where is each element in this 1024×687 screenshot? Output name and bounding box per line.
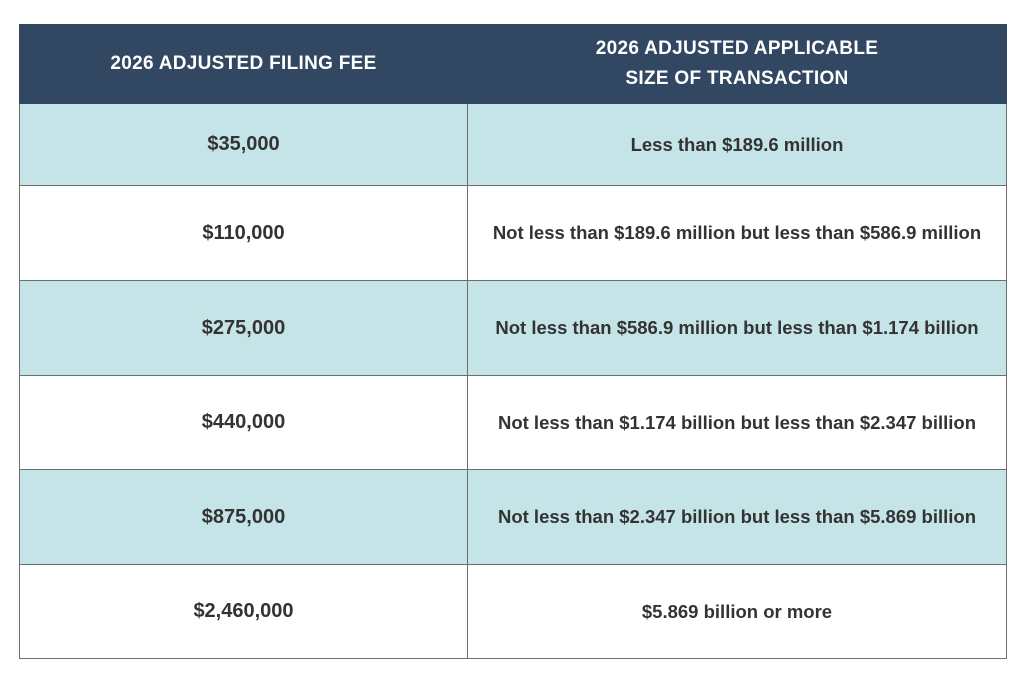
transaction-size-cell: Less than $189.6 million <box>467 103 1007 186</box>
transaction-size-cell: Not less than $189.6 million but less th… <box>467 185 1007 281</box>
table-header-row: 2026 ADJUSTED FILING FEE 2026 ADJUSTED A… <box>19 24 1007 104</box>
table-row: $275,000 Not less than $586.9 million bu… <box>19 280 1007 376</box>
fee-cell: $440,000 <box>19 375 468 470</box>
header-filing-fee: 2026 ADJUSTED FILING FEE <box>19 24 468 104</box>
header-transaction-size-line2: SIZE OF TRANSACTION <box>625 68 849 89</box>
table-row: $2,460,000 $5.869 billion or more <box>19 564 1007 659</box>
fee-cell: $875,000 <box>19 469 468 565</box>
header-transaction-size: 2026 ADJUSTED APPLICABLE SIZE OF TRANSAC… <box>467 24 1007 104</box>
table-row: $875,000 Not less than $2.347 billion bu… <box>19 469 1007 565</box>
transaction-size-cell: Not less than $586.9 million but less th… <box>467 280 1007 376</box>
fee-cell: $2,460,000 <box>19 564 468 659</box>
fee-cell: $35,000 <box>19 103 468 186</box>
header-transaction-size-line1: 2026 ADJUSTED APPLICABLE <box>595 38 879 59</box>
fee-cell: $275,000 <box>19 280 468 376</box>
filing-fee-table: 2026 ADJUSTED FILING FEE 2026 ADJUSTED A… <box>19 24 1007 659</box>
header-filing-fee-label: 2026 ADJUSTED FILING FEE <box>110 53 377 74</box>
table-row: $110,000 Not less than $189.6 million bu… <box>19 185 1007 281</box>
table-row: $35,000 Less than $189.6 million <box>19 103 1007 186</box>
transaction-size-cell: Not less than $2.347 billion but less th… <box>467 469 1007 565</box>
table-row: $440,000 Not less than $1.174 billion bu… <box>19 375 1007 470</box>
transaction-size-cell: Not less than $1.174 billion but less th… <box>467 375 1007 470</box>
fee-cell: $110,000 <box>19 185 468 281</box>
transaction-size-cell: $5.869 billion or more <box>467 564 1007 659</box>
